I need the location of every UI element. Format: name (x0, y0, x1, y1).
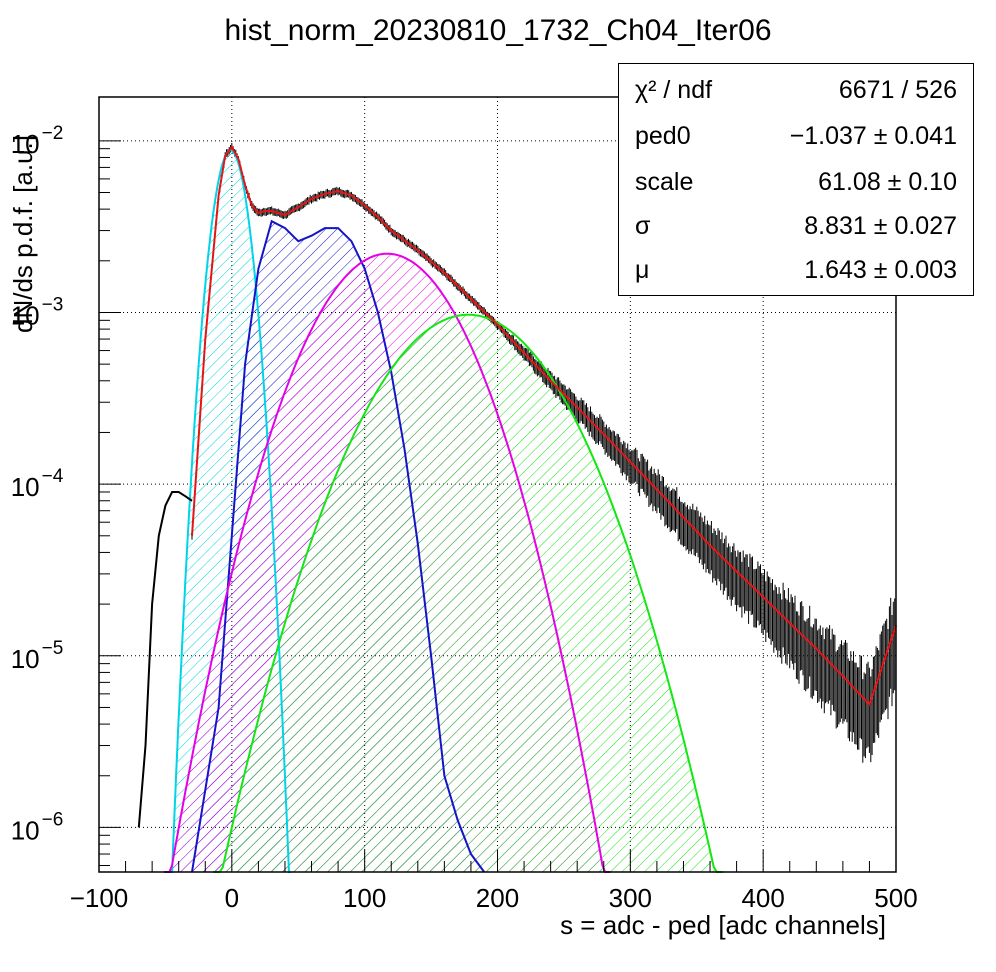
stats-value: 61.08 ± 0.10 (818, 168, 957, 196)
x-axis-ticks: −100 0 100 200 300 400 500 (70, 850, 918, 913)
series-line-red-total (191, 145, 897, 707)
stats-label: scale (635, 168, 694, 196)
y-tick-exponent: −4 (42, 466, 64, 487)
x-tick-label: −100 (70, 883, 129, 913)
stats-row-ped0: ped0 −1.037 ± 0.041 (619, 114, 975, 158)
stats-value: 8.831 ± 0.027 (804, 212, 957, 240)
stats-value: 1.643 ± 0.003 (804, 256, 957, 284)
component-fill-green (213, 314, 724, 872)
stats-label: χ² / ndf (635, 76, 713, 104)
y-tick-exponent: −6 (42, 809, 64, 830)
chart-title: hist_norm_20230810_1732_Ch04_Iter06 (224, 14, 772, 47)
y-tick-label: 10 −6 (11, 809, 64, 845)
stats-row-sigma: σ 8.831 ± 0.027 (619, 204, 975, 248)
x-tick-label: 200 (476, 883, 519, 913)
series-line-blue (191, 219, 486, 873)
y-axis-title: dN/ds p.d.f. [a.u.] (8, 135, 38, 333)
y-tick-label: 10 −4 (11, 466, 64, 502)
x-tick-label: 400 (741, 883, 784, 913)
fit-stats-box: χ² / ndf 6671 / 526 ped0 −1.037 ± 0.041 … (618, 63, 974, 296)
stats-value: −1.037 ± 0.041 (789, 122, 957, 150)
y-tick-exponent: −5 (42, 638, 64, 659)
y-tick-exponent: −2 (42, 123, 64, 144)
stats-label: μ (635, 256, 650, 284)
series-line-magenta (164, 252, 611, 873)
stats-value: 6671 / 526 (838, 76, 957, 104)
series-line-black-tail (137, 491, 193, 828)
x-tick-label: 300 (609, 883, 652, 913)
y-tick-label: 10 −3 (11, 294, 64, 330)
x-tick-label: 0 (225, 883, 239, 913)
x-tick-label: 100 (343, 883, 386, 913)
x-axis-title: s = adc - ped [adc channels] (560, 910, 886, 940)
series-line-green (213, 313, 724, 873)
fit-curves (137, 145, 897, 873)
y-tick-label: 10 −5 (11, 638, 64, 674)
y-tick-exponent: −3 (42, 294, 64, 315)
stats-label: σ (635, 212, 651, 240)
stats-label: ped0 (635, 122, 691, 150)
stats-row-scale: scale 61.08 ± 0.10 (619, 160, 975, 204)
component-fills (164, 150, 724, 873)
stats-row-chi2: χ² / ndf 6671 / 526 (619, 68, 975, 112)
x-tick-label: 500 (874, 883, 917, 913)
stats-row-mu: μ 1.643 ± 0.003 (619, 248, 975, 292)
